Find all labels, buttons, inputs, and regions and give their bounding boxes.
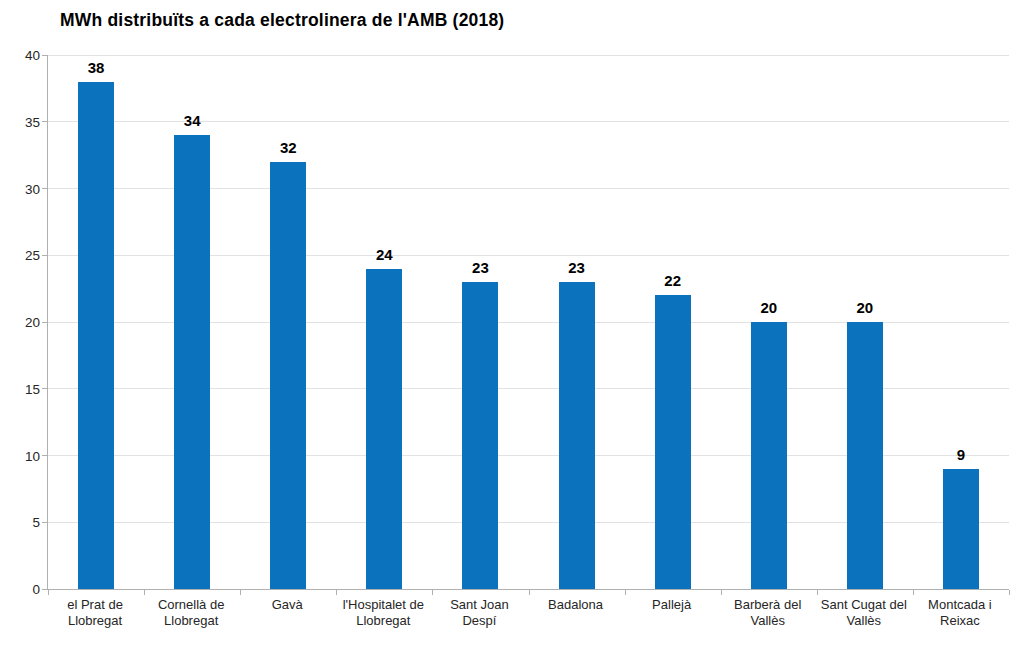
bar (462, 282, 498, 589)
bar (655, 295, 691, 589)
gridline (48, 55, 1009, 56)
bar-value-label: 20 (721, 299, 817, 316)
bar-value-label: 32 (240, 139, 336, 156)
y-axis-tick-label: 35 (25, 114, 40, 129)
category-label: Sant Joan Despí (431, 597, 527, 629)
x-axis-tick (48, 590, 49, 595)
y-axis-labels: 0510152025303540 (0, 55, 40, 589)
bar-value-label: 23 (432, 259, 528, 276)
y-axis-tick (42, 522, 48, 523)
bar-value-label: 24 (336, 246, 432, 263)
category-label: Sant Cugat del Vallès (816, 597, 912, 629)
y-axis-tick-label: 25 (25, 248, 40, 263)
x-axis-tick (336, 590, 337, 595)
bar-value-label: 9 (913, 446, 1009, 463)
y-axis-tick (42, 322, 48, 323)
category-label: Montcada i Reixac (912, 597, 1008, 629)
bar-value-label: 20 (817, 299, 913, 316)
bar-value-label: 22 (625, 272, 721, 289)
bar (270, 162, 306, 589)
bar (78, 82, 114, 589)
x-axis-tick (529, 590, 530, 595)
bar-chart: MWh distribuïts a cada electrolinera de … (0, 0, 1025, 645)
y-axis-tick-label: 5 (32, 515, 40, 530)
x-axis-tick (913, 590, 914, 595)
x-axis-tick (432, 590, 433, 595)
bar (847, 322, 883, 589)
y-axis-tick (42, 455, 48, 456)
category-label: Pallejà (624, 597, 720, 629)
category-label: Cornellà de Llobregat (143, 597, 239, 629)
bar (943, 469, 979, 589)
category-label: Gavà (239, 597, 335, 629)
x-axis-tick (144, 590, 145, 595)
category-label: l'Hospitalet de Llobregat (335, 597, 431, 629)
y-axis-tick (42, 388, 48, 389)
y-axis-tick (42, 188, 48, 189)
plot-area: 3834322423232220209 (47, 55, 1009, 590)
bar-value-label: 34 (144, 112, 240, 129)
category-label: Badalona (527, 597, 623, 629)
y-axis-tick-label: 40 (25, 48, 40, 63)
bar (751, 322, 787, 589)
category-label: el Prat de Llobregat (47, 597, 143, 629)
bar (174, 135, 210, 589)
chart-title: MWh distribuïts a cada electrolinera de … (60, 10, 504, 31)
y-axis-tick (42, 121, 48, 122)
x-axis-tick (625, 590, 626, 595)
y-axis-tick (42, 55, 48, 56)
y-axis-tick (42, 255, 48, 256)
bar (559, 282, 595, 589)
x-axis-tick (240, 590, 241, 595)
x-axis-tick (1009, 590, 1010, 595)
y-axis-tick-label: 10 (25, 448, 40, 463)
bar-value-label: 38 (48, 59, 144, 76)
y-axis-tick-label: 20 (25, 315, 40, 330)
bar (366, 269, 402, 589)
category-label: Barberà del Vallès (720, 597, 816, 629)
x-axis-tick (817, 590, 818, 595)
x-axis-tick (721, 590, 722, 595)
x-axis-labels: el Prat de LlobregatCornellà de Llobrega… (47, 597, 1008, 629)
y-axis-tick-label: 30 (25, 181, 40, 196)
y-axis-tick-label: 0 (32, 582, 40, 597)
y-axis-tick-label: 15 (25, 381, 40, 396)
bar-value-label: 23 (529, 259, 625, 276)
